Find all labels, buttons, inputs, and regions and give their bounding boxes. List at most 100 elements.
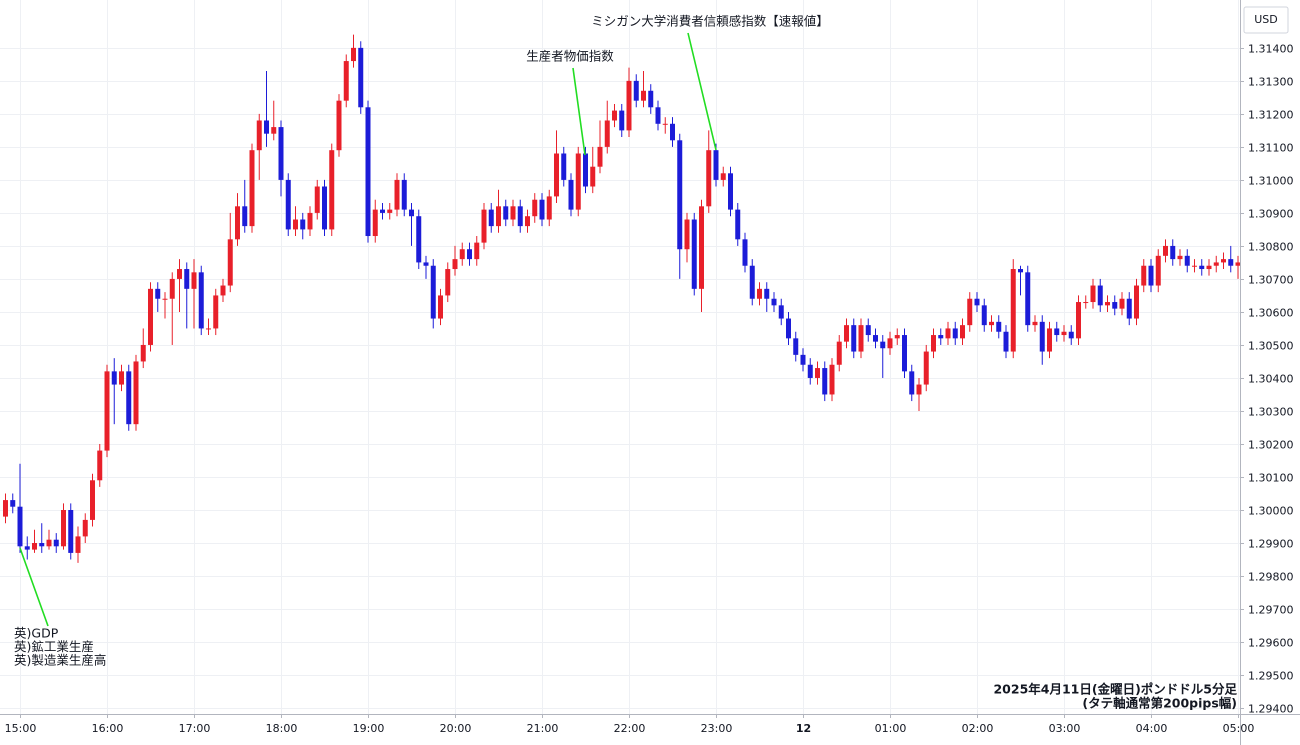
- candle-body: [300, 219, 306, 230]
- candle-body: [82, 519, 88, 537]
- x-tick-label: 03:00: [1049, 722, 1081, 735]
- candle-body: [227, 239, 233, 286]
- candle-body: [184, 269, 190, 289]
- y-tick-label: 1.29400: [1248, 703, 1294, 716]
- candle-body: [923, 351, 929, 385]
- candle-body: [242, 206, 248, 227]
- x-tick-label: 05:00: [1223, 722, 1255, 735]
- candle-body: [394, 179, 400, 210]
- candle-body: [423, 262, 429, 266]
- candle-body: [459, 249, 465, 260]
- candle-body: [525, 216, 530, 227]
- candle-body: [140, 344, 146, 362]
- candle-body: [1184, 255, 1190, 266]
- candle-body: [967, 298, 973, 326]
- candle-body: [699, 206, 704, 289]
- candle-body: [887, 338, 893, 349]
- candle-body: [452, 259, 458, 270]
- candle-body: [764, 288, 770, 299]
- candle-body: [561, 153, 567, 180]
- candle-body: [706, 150, 712, 207]
- y-tick-label: 1.31400: [1248, 43, 1294, 56]
- candle-body: [162, 298, 168, 300]
- candle-body: [213, 295, 219, 329]
- candle-body: [931, 335, 936, 352]
- candle-body: [1126, 298, 1132, 319]
- candle-body: [1068, 331, 1074, 339]
- candle-body: [133, 361, 139, 425]
- candle-body: [735, 209, 741, 240]
- candle-body: [1206, 265, 1212, 270]
- candle-body: [546, 196, 552, 220]
- candle-body: [314, 186, 320, 213]
- candle-body: [836, 341, 842, 365]
- candle-body: [771, 298, 777, 306]
- candle-body: [532, 199, 538, 217]
- y-tick-label: 1.30600: [1248, 307, 1294, 320]
- candle-body: [1199, 265, 1205, 270]
- candle-body: [952, 328, 958, 339]
- annotation-text: 英)製造業生産高: [14, 653, 106, 668]
- candle-body: [90, 480, 95, 520]
- candle-body: [488, 209, 494, 227]
- candle-body: [365, 107, 371, 237]
- candle-body: [1170, 245, 1176, 260]
- x-tick-label: 22:00: [614, 722, 646, 735]
- candle-body: [256, 120, 262, 151]
- candle-body: [467, 249, 472, 260]
- candle-body: [583, 153, 588, 187]
- candle-body: [271, 127, 277, 134]
- candle-body: [293, 219, 298, 230]
- candle-body: [1228, 259, 1234, 266]
- candle-body: [981, 305, 987, 326]
- candle-body: [539, 199, 545, 220]
- annotation-text: ミシガン大学消費者信頼感指数【速報値】: [591, 14, 829, 29]
- candle-body: [757, 288, 762, 299]
- candle-body: [807, 364, 813, 378]
- candle-body: [902, 335, 907, 372]
- candle-body: [604, 120, 610, 147]
- candle-body: [1105, 302, 1110, 306]
- x-tick-label: 01:00: [875, 722, 907, 735]
- candle-body: [815, 368, 820, 378]
- candle-body: [844, 325, 849, 342]
- candle-body: [10, 500, 16, 507]
- candle-body: [1177, 255, 1183, 260]
- candle-body: [24, 546, 30, 550]
- candle-body: [220, 285, 226, 296]
- x-tick-label: 17:00: [179, 722, 211, 735]
- candle-body: [1097, 285, 1103, 306]
- candle-body: [264, 120, 269, 134]
- candle-body: [438, 295, 443, 319]
- candle-body: [880, 341, 886, 349]
- candle-body: [996, 321, 1002, 332]
- x-tick-label: 18:00: [266, 722, 298, 735]
- candle-body: [104, 371, 110, 451]
- candle-body: [1141, 265, 1147, 286]
- candle-body: [677, 140, 683, 250]
- candle-body: [416, 216, 422, 263]
- candle-body: [641, 90, 646, 101]
- candle-body: [1221, 259, 1226, 263]
- candle-body: [249, 150, 255, 227]
- candle-body: [191, 272, 197, 289]
- candle-body: [1083, 302, 1089, 304]
- candle-body: [1010, 269, 1016, 352]
- candle-body: [401, 179, 407, 210]
- candle-body: [938, 335, 944, 339]
- candle-body: [945, 328, 951, 339]
- candle-body: [662, 123, 668, 125]
- candle-body: [1054, 328, 1060, 336]
- candle-body: [916, 384, 922, 395]
- x-tick-label: 12: [796, 722, 811, 735]
- candle-body: [380, 209, 385, 213]
- candle-body: [1090, 285, 1096, 303]
- candle-body: [1112, 302, 1118, 309]
- y-tick-label: 1.30100: [1248, 472, 1294, 485]
- candle-body: [1213, 262, 1219, 266]
- candle-body: [285, 179, 291, 230]
- candle-body: [126, 371, 132, 425]
- candle-body: [1032, 321, 1038, 326]
- candle-body: [53, 539, 59, 547]
- candle-body: [568, 179, 574, 210]
